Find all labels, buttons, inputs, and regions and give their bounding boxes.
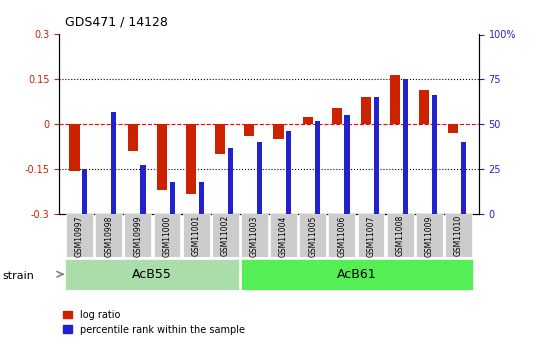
Text: GSM11010: GSM11010 [454,215,463,256]
FancyBboxPatch shape [358,214,384,257]
Bar [373,97,379,214]
Text: GDS471 / 14128: GDS471 / 14128 [65,16,167,29]
Bar [244,124,254,136]
FancyBboxPatch shape [445,214,472,257]
FancyBboxPatch shape [416,214,443,257]
Legend: log ratio, percentile rank within the sample: log ratio, percentile rank within the sa… [59,306,249,338]
Text: GSM11008: GSM11008 [395,215,405,256]
Bar [361,97,371,124]
Text: GSM11007: GSM11007 [366,215,376,257]
FancyBboxPatch shape [65,259,239,290]
FancyBboxPatch shape [124,214,151,257]
FancyBboxPatch shape [299,214,326,257]
Bar [215,124,225,154]
Text: GSM11000: GSM11000 [162,215,172,257]
Bar [257,142,262,214]
Text: AcB61: AcB61 [337,268,377,281]
Text: GSM11001: GSM11001 [192,215,201,256]
Bar [315,121,320,214]
FancyBboxPatch shape [66,214,93,257]
Text: strain: strain [3,271,34,281]
FancyBboxPatch shape [95,214,122,257]
Text: AcB55: AcB55 [132,268,172,281]
Bar [157,124,167,190]
Bar [402,79,408,214]
Bar [432,96,437,214]
Bar [111,112,116,214]
Bar [344,115,350,214]
Bar [82,169,87,214]
Bar [186,124,196,195]
FancyBboxPatch shape [387,214,414,257]
Text: GSM11003: GSM11003 [250,215,259,257]
Text: GSM10997: GSM10997 [75,215,84,257]
Bar [286,131,291,214]
Bar [199,181,204,214]
Bar [273,124,284,139]
FancyBboxPatch shape [270,214,297,257]
Text: GSM11004: GSM11004 [279,215,288,257]
Bar [390,75,400,124]
Bar [419,90,429,124]
Bar [128,124,138,151]
Text: GSM10998: GSM10998 [104,215,113,257]
Bar [461,142,466,214]
Text: GSM11006: GSM11006 [337,215,346,257]
Text: GSM11002: GSM11002 [221,215,230,256]
Bar [69,124,80,170]
FancyBboxPatch shape [241,214,268,257]
FancyBboxPatch shape [328,214,355,257]
Text: GSM11005: GSM11005 [308,215,317,257]
Bar [331,108,342,124]
Bar [140,166,145,214]
Bar [448,124,458,133]
Bar [169,181,175,214]
FancyBboxPatch shape [212,214,239,257]
Text: GSM11009: GSM11009 [425,215,434,257]
Bar [302,117,313,124]
Text: GSM10999: GSM10999 [133,215,143,257]
FancyBboxPatch shape [241,259,473,290]
FancyBboxPatch shape [183,214,209,257]
FancyBboxPatch shape [154,214,180,257]
Bar [228,148,233,214]
